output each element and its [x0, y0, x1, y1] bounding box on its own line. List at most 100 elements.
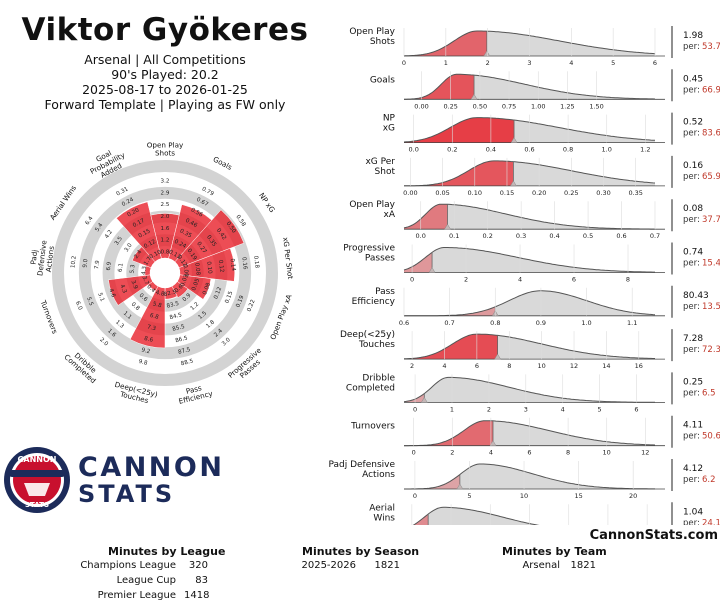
x-tick-label: 15 — [574, 492, 582, 500]
metric-label-line: xG Per — [365, 157, 395, 167]
metric-label: Turnovers — [350, 422, 395, 432]
per-label: per: — [683, 388, 700, 398]
metric-label-line: Passes — [365, 254, 395, 264]
radar-axis-label-line: xG Per Shot — [281, 237, 295, 280]
x-tick-label: 4 — [442, 362, 446, 370]
x-tick-label: 0 — [412, 449, 416, 457]
radar-tick-label: 5.1 — [96, 292, 105, 303]
template-text: Forward Template | Playing as FW only — [44, 97, 286, 112]
league-minutes: 1418 — [184, 590, 210, 601]
radar-tick-label: 1.6 — [161, 226, 170, 232]
density-area-player — [404, 393, 425, 403]
per-label: per: — [683, 345, 700, 355]
density-area — [404, 290, 655, 316]
percentile-value: 83.6 — [702, 129, 720, 139]
radar-tick-label: 3.2 — [161, 178, 170, 184]
metric-label: Deep(<25y) Touches — [340, 330, 395, 350]
radar-tick-label: 0.8 — [130, 302, 141, 313]
table-row: Premier League 1418 — [60, 588, 210, 603]
metric-label-line: Dribble — [362, 373, 395, 383]
metric-label-line: Pass — [375, 287, 395, 297]
density-area-player — [404, 420, 493, 446]
x-tick-label: 3 — [524, 405, 528, 413]
radar-tick-label: 1.8 — [205, 319, 216, 330]
per-label: per: — [683, 475, 700, 485]
radar-tick-label: 0.14 — [229, 258, 237, 272]
density-area-player — [404, 117, 515, 143]
minutes-by-season-title: Minutes by Season — [302, 545, 420, 558]
radar-tick-label: 84.5 — [169, 312, 183, 321]
density-curve — [404, 160, 656, 187]
x-tick-label: 4 — [561, 405, 565, 413]
radar-tick-label: 9.8 — [138, 359, 148, 367]
radar-tick-label: 0.06 — [182, 264, 190, 278]
radar-center — [150, 258, 180, 288]
radar-tick-label: 1.3 — [114, 319, 125, 330]
player-name: Viktor Gyökeres — [21, 12, 309, 48]
x-tick-label: 4 — [489, 449, 493, 457]
x-tick-label: 0.25 — [564, 189, 578, 197]
x-tick-label: 8 — [507, 362, 511, 370]
website-link[interactable]: CannonStats.com — [589, 528, 718, 543]
table-row: Champions League 320 — [60, 558, 208, 573]
x-tick-label: 0.35 — [628, 189, 642, 197]
x-tick-label: 0.0 — [409, 146, 419, 154]
metric-label: Dribble Completed — [346, 373, 396, 393]
radar-tick-label: 0.24 — [173, 239, 187, 250]
radar-tick-label: 87.5 — [178, 347, 192, 356]
player-marker — [428, 267, 436, 273]
density-area — [404, 377, 655, 403]
x-tick-label: 0.15 — [500, 189, 514, 197]
metric-value: 4.11 — [683, 421, 703, 431]
percentile-value: 72.3 — [702, 345, 720, 355]
x-tick-label: 1.00 — [531, 102, 545, 110]
radar-tick-label: 0.15 — [138, 228, 152, 239]
x-tick-label: 0.3 — [516, 232, 526, 240]
radar-axis-label: Open Play Shots — [147, 141, 184, 158]
radar-tick-label: 0.18 — [252, 255, 260, 269]
table-row: 2025-2026 1821 — [300, 558, 400, 573]
x-tick-label: 10 — [537, 362, 545, 370]
radar-axis-label: Goals — [212, 155, 234, 172]
x-tick-label: 5 — [467, 492, 471, 500]
x-tick-label: 0.50 — [473, 102, 487, 110]
radar-axis-label-line: NP xG — [257, 191, 277, 214]
density-area — [413, 507, 537, 525]
x-tick-label: 2 — [487, 405, 491, 413]
x-tick-label: 16 — [635, 362, 643, 370]
x-tick-label: 20 — [629, 492, 637, 500]
radar-tick-label: 8.6 — [143, 336, 153, 344]
radar-axis-label-line: Actions — [44, 245, 56, 272]
density-curve — [404, 73, 656, 100]
metric-label-line: Goals — [370, 75, 395, 85]
radar-axis-label-line: Open Play — [147, 141, 184, 150]
league-label: League Cup — [116, 575, 176, 586]
metric-value: 4.12 — [683, 464, 703, 474]
metric-label-line: NP — [383, 114, 396, 124]
minutes-by-league-table: Champions League 320 League Cup 83 Premier… — [60, 558, 210, 603]
metric-value: 0.74 — [683, 248, 703, 258]
per-label: per: — [683, 259, 700, 269]
x-tick-label: 0 — [402, 59, 406, 67]
density-area — [404, 160, 655, 186]
cannon-stats-logo: CANNON STATS CANNON STATS — [4, 447, 222, 513]
radar-tick-label: 2.5 — [161, 202, 170, 208]
minutes-by-team-title: Minutes by Team — [502, 545, 607, 558]
x-tick-label: 0.05 — [435, 189, 449, 197]
density-area — [404, 204, 655, 230]
radar-tick-label: 88.5 — [180, 358, 194, 367]
metric-label: Padj Defensive Actions — [328, 460, 395, 480]
league-label: Premier League — [97, 590, 176, 601]
x-tick-label: 6 — [634, 405, 638, 413]
x-tick-label: 0.4 — [549, 232, 559, 240]
metric-value: 0.16 — [683, 161, 703, 171]
x-tick-label: 0.4 — [486, 146, 496, 154]
x-tick-label: 0.6 — [399, 319, 409, 327]
percentile-value: 6.2 — [702, 475, 716, 485]
x-tick-label: 0.7 — [444, 319, 454, 327]
density-area-player — [404, 31, 487, 56]
player-marker — [470, 93, 478, 100]
radar-tick-label: 6.0 — [74, 301, 83, 312]
player-marker — [494, 353, 502, 360]
